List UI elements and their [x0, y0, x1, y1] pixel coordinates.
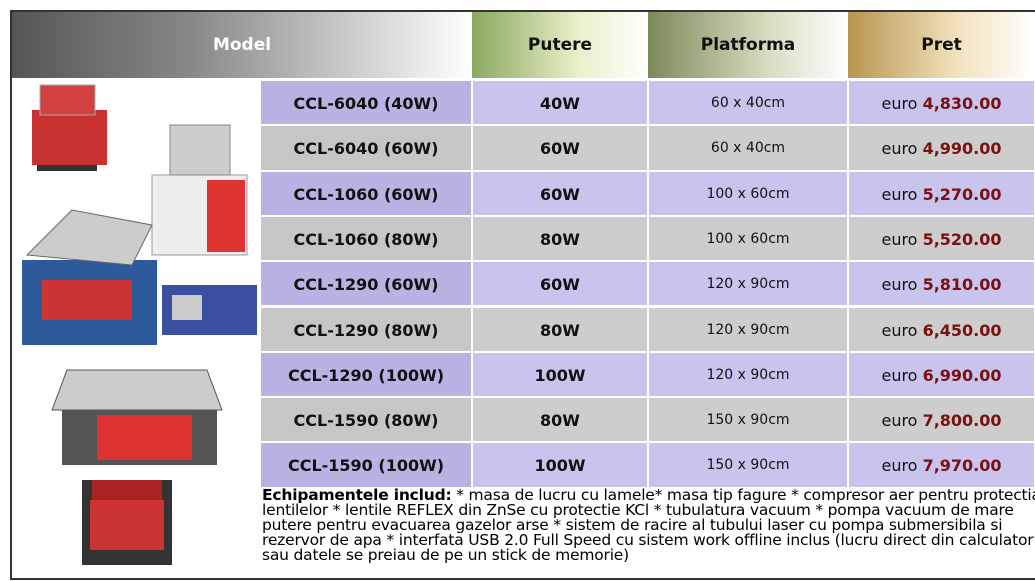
machine-images [22, 84, 257, 565]
header-model: Model [12, 12, 472, 78]
price-cell: euro 7,970.00 [848, 442, 1035, 488]
power-cell: 80W [472, 306, 648, 352]
currency: euro [881, 139, 918, 159]
model-cell: CCL-6040 (40W) [260, 80, 472, 126]
platform-cell: 120 x 90cm [648, 351, 848, 398]
note-label: Echipamentele includ: [262, 486, 452, 504]
model-cell: CCL-1290 (100W) [260, 351, 472, 398]
note-text: * masa de lucru cu lamele* masa tip fagu… [262, 486, 1035, 564]
price: 4,990.00 [922, 139, 1002, 159]
machine-3 [22, 209, 157, 345]
price-cell: euro 5,270.00 [848, 170, 1035, 216]
price: 6,450.00 [922, 320, 1002, 340]
price-cell: euro 7,800.00 [848, 397, 1035, 443]
platform-cell: 120 x 90cm [648, 306, 848, 352]
power-cell: 40W [472, 80, 648, 126]
power-cell: 80W [472, 215, 648, 262]
platform-cell: 150 x 90cm [648, 397, 848, 443]
price: 7,970.00 [922, 456, 1002, 476]
currency: euro [881, 320, 918, 340]
frame [10, 10, 1035, 580]
power-cell: 60W [472, 261, 648, 307]
power-cell: 60W [472, 170, 648, 216]
machine-5 [51, 369, 223, 465]
platform-cell: 150 x 90cm [648, 442, 848, 488]
model-cell: CCL-1290 (60W) [260, 261, 472, 307]
currency: euro [881, 184, 918, 204]
price: 5,270.00 [922, 184, 1002, 204]
equipment-note: Echipamentele includ: * masa de lucru cu… [262, 486, 1035, 564]
price-cell: euro 5,810.00 [848, 261, 1035, 307]
header-power: Putere [472, 12, 648, 78]
price-cell: euro 5,520.00 [848, 215, 1035, 262]
currency: euro [881, 229, 918, 249]
price-cell: euro 4,830.00 [848, 80, 1035, 126]
model-cell: CCL-1590 (80W) [260, 397, 472, 443]
machine-2 [151, 124, 248, 256]
currency: euro [881, 456, 918, 476]
power-cell: 60W [472, 125, 648, 171]
price: 5,810.00 [922, 275, 1002, 295]
platform-cell: 100 x 60cm [648, 215, 848, 262]
currency: euro [881, 275, 918, 295]
power-cell: 80W [472, 397, 648, 443]
header-platform: Platforma [648, 12, 848, 78]
price-cell: euro 4,990.00 [848, 125, 1035, 171]
header-price: Pret [848, 12, 1035, 78]
currency: euro [881, 411, 918, 431]
machine-6 [82, 480, 172, 565]
power-cell: 100W [472, 351, 648, 398]
model-cell: CCL-1290 (80W) [260, 306, 472, 352]
platform-cell: 120 x 90cm [648, 261, 848, 307]
machine-4 [162, 285, 257, 335]
platform-cell: 60 x 40cm [648, 80, 848, 126]
price: 7,800.00 [922, 411, 1002, 431]
currency: euro [881, 365, 918, 385]
model-cell: CCL-1590 (100W) [260, 442, 472, 488]
currency: euro [881, 94, 918, 113]
price: 6,990.00 [922, 365, 1002, 385]
power-cell: 100W [472, 442, 648, 488]
platform-cell: 100 x 60cm [648, 170, 848, 216]
price: 4,830.00 [922, 94, 1002, 113]
price-cell: euro 6,450.00 [848, 306, 1035, 352]
model-cell: CCL-6040 (60W) [260, 125, 472, 171]
platform-cell: 60 x 40cm [648, 125, 848, 171]
machine-1 [32, 84, 107, 171]
model-cell: CCL-1060 (60W) [260, 170, 472, 216]
model-cell: CCL-1060 (80W) [260, 215, 472, 262]
price: 5,520.00 [922, 229, 1002, 249]
price-cell: euro 6,990.00 [848, 351, 1035, 398]
